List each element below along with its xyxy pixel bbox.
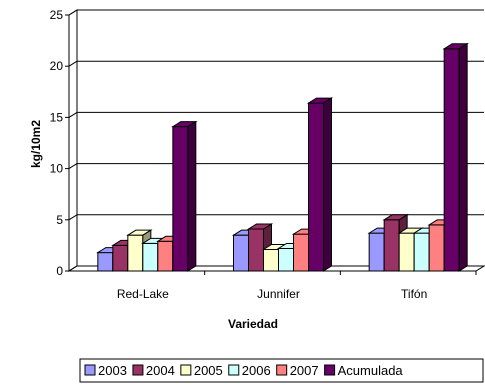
y-tick-label: 25	[50, 8, 64, 22]
legend-item: Acumulada	[324, 363, 404, 378]
legend-swatch	[180, 364, 192, 376]
legend-label: Acumulada	[338, 363, 404, 378]
bar-front	[293, 233, 309, 272]
legend-label: 2004	[146, 363, 175, 378]
bar-front	[263, 248, 279, 272]
y-axis-title: kg/10m2	[29, 120, 43, 168]
legend-swatch	[132, 364, 144, 376]
y-tick-label: 20	[50, 59, 64, 73]
legend-swatch	[228, 364, 240, 376]
legend-label: 2007	[290, 363, 319, 378]
bar-side	[187, 120, 197, 272]
legend-swatch	[84, 364, 96, 376]
legend-item: 2003	[84, 363, 127, 378]
bar	[306, 97, 334, 272]
x-axis-title: Variedad	[228, 317, 278, 331]
bar-front	[308, 102, 324, 272]
bar-front	[157, 240, 174, 272]
y-tick-label: 0	[56, 264, 63, 278]
bar-front	[428, 224, 445, 272]
gridline-diagonal	[68, 163, 78, 170]
bar-front	[398, 232, 415, 272]
bar-side	[323, 97, 332, 272]
bar	[442, 42, 469, 272]
bar-front	[112, 244, 129, 272]
bar-front	[368, 232, 385, 272]
bar-front	[127, 234, 144, 272]
bar-side	[458, 42, 468, 272]
gridline-diagonal	[68, 60, 78, 67]
legend-item: 2004	[132, 363, 175, 378]
bars	[96, 42, 469, 272]
bar-front	[97, 252, 114, 272]
bar-front	[142, 242, 159, 272]
legend: 2003 2004 2005 2006 2007 Acumulada	[79, 358, 484, 383]
bar-front	[278, 247, 294, 272]
legend-swatch	[276, 364, 288, 376]
legend-item: 2006	[228, 363, 271, 378]
bar-front	[233, 234, 249, 272]
gridline-diagonal	[68, 265, 78, 272]
gridline-diagonal	[68, 9, 78, 16]
y-tick-label: 5	[56, 213, 63, 227]
y-tick-label: 10	[50, 162, 64, 176]
bar-front	[413, 232, 430, 272]
y-tick-label: 15	[50, 110, 64, 124]
y-axis-tick-labels: 0 5 10 15 20 25	[50, 8, 64, 278]
gridline-diagonal	[68, 111, 78, 118]
gridline-diagonal	[68, 214, 78, 221]
legend-label: 2003	[98, 363, 127, 378]
legend-swatch	[324, 364, 336, 376]
legend-item: 2005	[180, 363, 223, 378]
bar-front	[383, 219, 400, 272]
bar-front	[248, 228, 264, 272]
axes: 0 5 10 15 20 25 Red-Lake Junnifer Tifón	[50, 8, 428, 301]
legend-item: 2007	[276, 363, 319, 378]
side-wall	[68, 9, 78, 272]
bar	[171, 120, 198, 272]
x-tick-label: Junnifer	[257, 287, 300, 301]
legend-label: 2005	[194, 363, 223, 378]
bar-front	[172, 126, 189, 272]
x-axis-tick-labels: Red-Lake Junnifer Tifón	[117, 287, 427, 301]
x-tick-label: Tifón	[401, 287, 427, 301]
bar-front	[443, 48, 460, 272]
x-tick-label: Red-Lake	[117, 287, 169, 301]
legend-label: 2006	[242, 363, 271, 378]
